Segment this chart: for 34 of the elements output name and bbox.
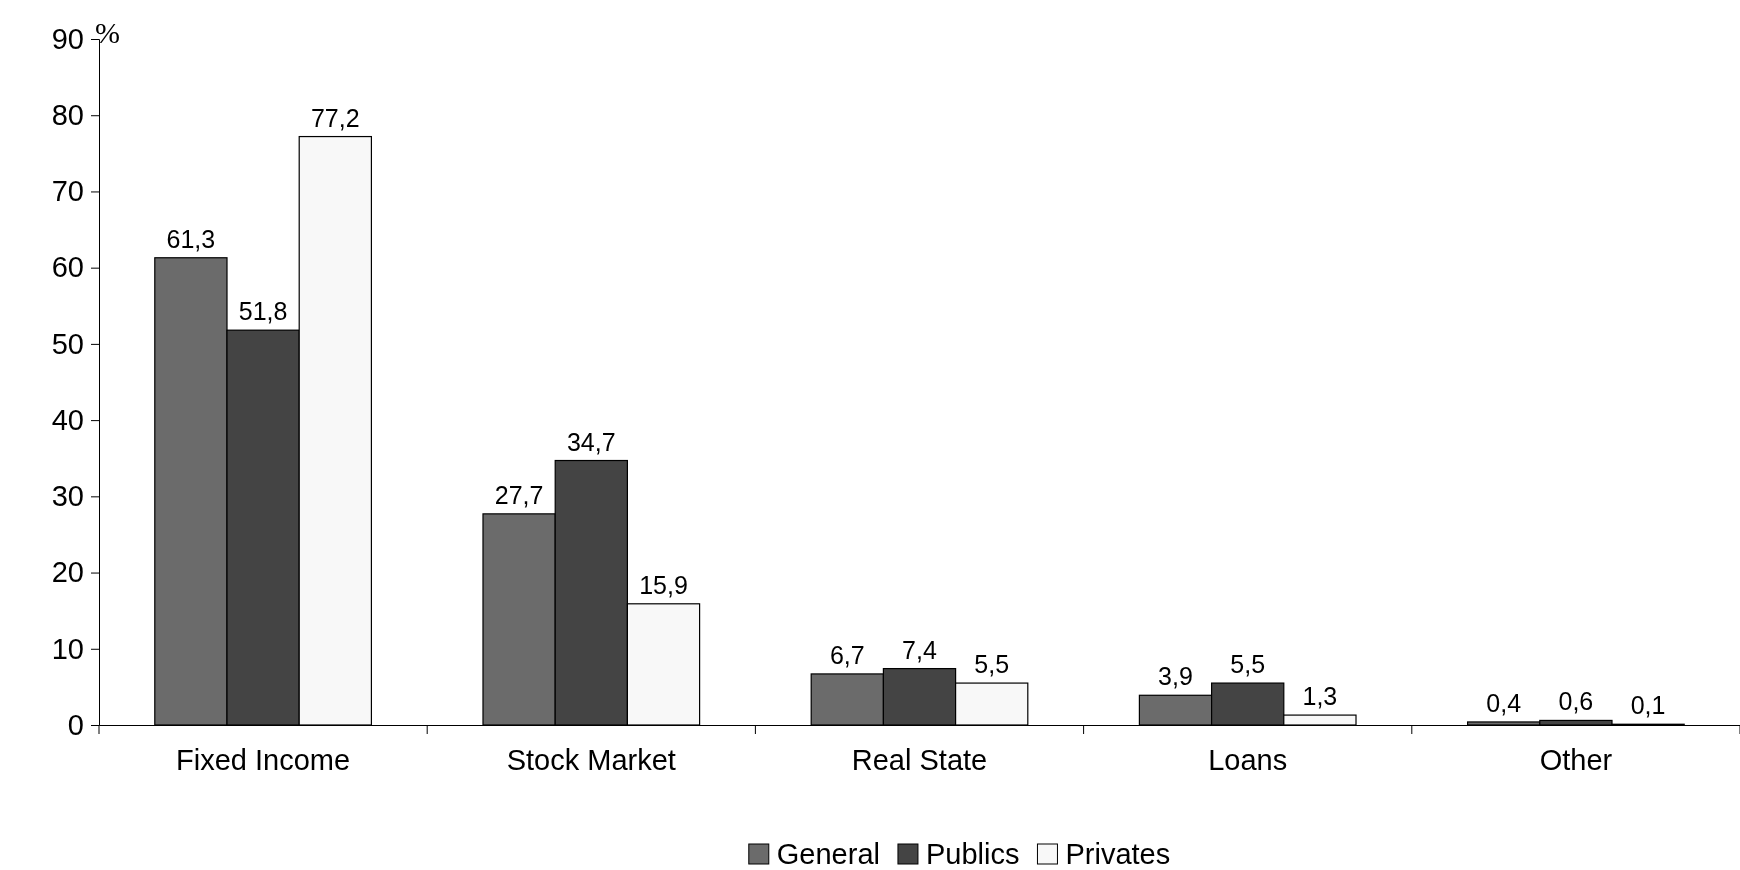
data-label: 77,2	[310, 103, 360, 132]
y-axis-title: %	[95, 16, 120, 49]
y-tick-label: 0	[67, 708, 84, 741]
legend-label: General	[776, 838, 880, 870]
y-tick-label: 30	[51, 480, 84, 513]
y-tick-label: 10	[51, 632, 84, 665]
y-tick-label: 90	[51, 22, 84, 55]
data-label: 6,7	[829, 640, 865, 669]
y-tick-label: 80	[51, 99, 84, 131]
x-tick-label: Stock Market	[506, 744, 676, 777]
data-label: 1,3	[1302, 682, 1338, 711]
y-tick-label: 40	[51, 403, 84, 436]
data-label: 0,1	[1630, 691, 1666, 720]
x-tick-label: Real State	[851, 744, 988, 777]
legend-label: Publics	[925, 838, 1020, 870]
data-label: 3,9	[1158, 662, 1193, 691]
y-tick-label: 60	[51, 251, 84, 284]
x-tick-label: Fixed Income	[176, 744, 351, 777]
data-label: 5,5	[1230, 650, 1266, 679]
data-label: 0,4	[1486, 688, 1522, 717]
data-label: 51,8	[238, 297, 288, 326]
y-tick-label: 50	[51, 327, 84, 360]
data-label: 7,4	[902, 635, 937, 664]
y-tick-label: 70	[51, 175, 84, 208]
data-label: 27,7	[494, 480, 544, 509]
data-label: 15,9	[639, 570, 688, 599]
data-label: 5,5	[974, 650, 1010, 679]
legend-label: Privates	[1065, 838, 1171, 870]
y-tick-label: 20	[51, 556, 84, 589]
data-label: 61,3	[166, 224, 216, 253]
x-tick-label: Other	[1539, 744, 1613, 777]
x-tick-label: Loans	[1208, 744, 1288, 777]
data-label: 34,7	[566, 427, 616, 456]
data-label: 0,6	[1558, 687, 1594, 716]
